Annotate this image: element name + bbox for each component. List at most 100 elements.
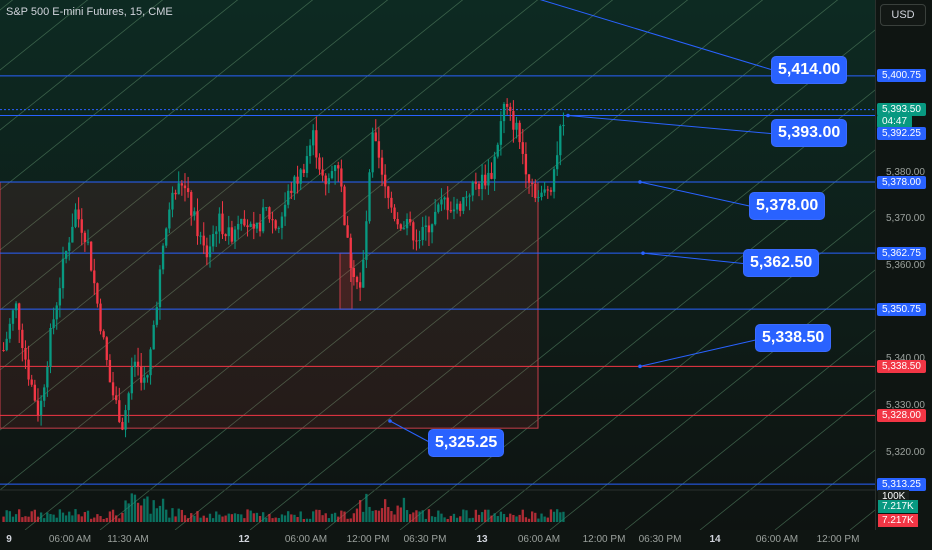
volume-bar	[327, 518, 331, 522]
volume-bar	[196, 511, 199, 522]
volume-bar	[371, 510, 374, 522]
price-axis[interactable]: 5,380.00 5,370.00 5,360.00 5,340.00 5,330.00…	[876, 0, 932, 530]
candle-body	[480, 174, 484, 190]
price-callout[interactable]: 5,393.00	[772, 120, 847, 146]
channel-line	[24, 0, 689, 530]
price-callout[interactable]: 5,378.00	[750, 193, 825, 219]
volume-bar	[368, 506, 371, 522]
channel-line	[174, 0, 839, 530]
candle-body	[293, 176, 296, 193]
price-callout[interactable]: 5,338.50	[756, 325, 831, 351]
candle-body	[39, 400, 43, 415]
candle-body	[211, 234, 215, 247]
volume-bar	[199, 517, 202, 522]
volume-bar	[337, 516, 340, 522]
candle-body	[421, 226, 424, 240]
volume-bar	[33, 509, 37, 522]
volume-bar	[77, 514, 80, 522]
callout-connector	[642, 252, 749, 265]
volume-bar	[18, 509, 21, 522]
candle-body	[155, 307, 158, 325]
candle-body	[2, 350, 5, 351]
candle-body	[30, 379, 33, 385]
volume-bar	[346, 518, 349, 522]
price-callout[interactable]: 5,414.00	[772, 57, 847, 83]
volume-bar	[186, 518, 190, 522]
candle-body	[183, 185, 187, 189]
time-tick-label: 06:30 PM	[403, 534, 447, 545]
volume-bar	[333, 512, 337, 522]
channel-line	[0, 0, 314, 251]
candle-body	[371, 132, 374, 173]
price-level-tag: 5,378.00	[877, 175, 926, 189]
volume-bar	[546, 517, 549, 522]
volume-bar	[318, 509, 321, 522]
price-callout[interactable]: 5,325.25	[429, 430, 504, 456]
candle-body	[490, 172, 493, 179]
currency-button[interactable]: USD	[880, 4, 926, 26]
candle-body	[221, 213, 224, 235]
volume-bar	[211, 518, 215, 522]
candle-body	[290, 190, 293, 193]
candle-body	[243, 218, 246, 226]
volume-bar	[509, 513, 512, 522]
volume-bar	[249, 510, 252, 522]
candle-body	[24, 348, 27, 360]
volume-bar	[246, 509, 249, 522]
volume-bar	[315, 509, 318, 522]
volume-bar	[2, 516, 5, 522]
candle-body	[499, 121, 503, 145]
candle-body	[230, 227, 234, 242]
volume-bar	[287, 511, 290, 522]
volume-bar	[455, 517, 459, 522]
volume-bar	[149, 513, 152, 522]
candle-body	[255, 222, 259, 229]
channel-line	[0, 0, 389, 311]
volume-bar	[302, 518, 305, 522]
volume-bar	[258, 516, 262, 522]
candle-body	[459, 203, 462, 211]
candle-body	[258, 222, 262, 232]
candle-body	[327, 178, 331, 185]
candle-body	[452, 209, 456, 212]
volume-bar	[349, 518, 352, 522]
volume-bar	[321, 515, 324, 522]
candle-body	[312, 130, 315, 146]
candle-body	[390, 197, 393, 208]
candle-body	[21, 329, 24, 349]
volume-bar	[171, 508, 174, 522]
volume-bar	[449, 515, 452, 522]
volume-bar	[180, 509, 184, 522]
candle-body	[512, 111, 515, 130]
candle-body	[434, 211, 437, 225]
candle-body	[74, 209, 77, 227]
volume-bar	[64, 515, 68, 522]
price-callout[interactable]: 5,362.50	[744, 250, 819, 276]
volume-bar	[468, 518, 471, 522]
time-axis[interactable]: 9 06:00 AM 11:30 AM 12 06:00 AM 12:00 PM 06:30…	[0, 530, 876, 550]
volume-bar	[143, 498, 146, 522]
callout-connector	[639, 181, 755, 208]
volume-bar	[93, 517, 96, 522]
volume-bar	[202, 515, 205, 522]
callout-anchor	[388, 419, 392, 423]
volume-bar	[190, 513, 193, 522]
candle-body	[96, 283, 99, 304]
volume-bar	[11, 516, 15, 522]
volume-bar	[121, 512, 124, 522]
candle-body	[174, 192, 177, 195]
candle-body	[430, 224, 434, 233]
volume-bar	[21, 517, 24, 522]
volume-bar	[158, 505, 162, 522]
candle-body	[424, 225, 427, 227]
candle-body	[93, 270, 96, 284]
volume-bar	[193, 515, 196, 522]
volume-bar	[396, 505, 399, 522]
volume-bar	[540, 513, 543, 522]
candle-body	[409, 218, 412, 223]
volume-bar	[208, 513, 212, 522]
volume-bar	[409, 514, 412, 522]
candle-body	[412, 222, 415, 241]
callout-connector	[539, 0, 777, 72]
volume-bar	[496, 516, 499, 522]
